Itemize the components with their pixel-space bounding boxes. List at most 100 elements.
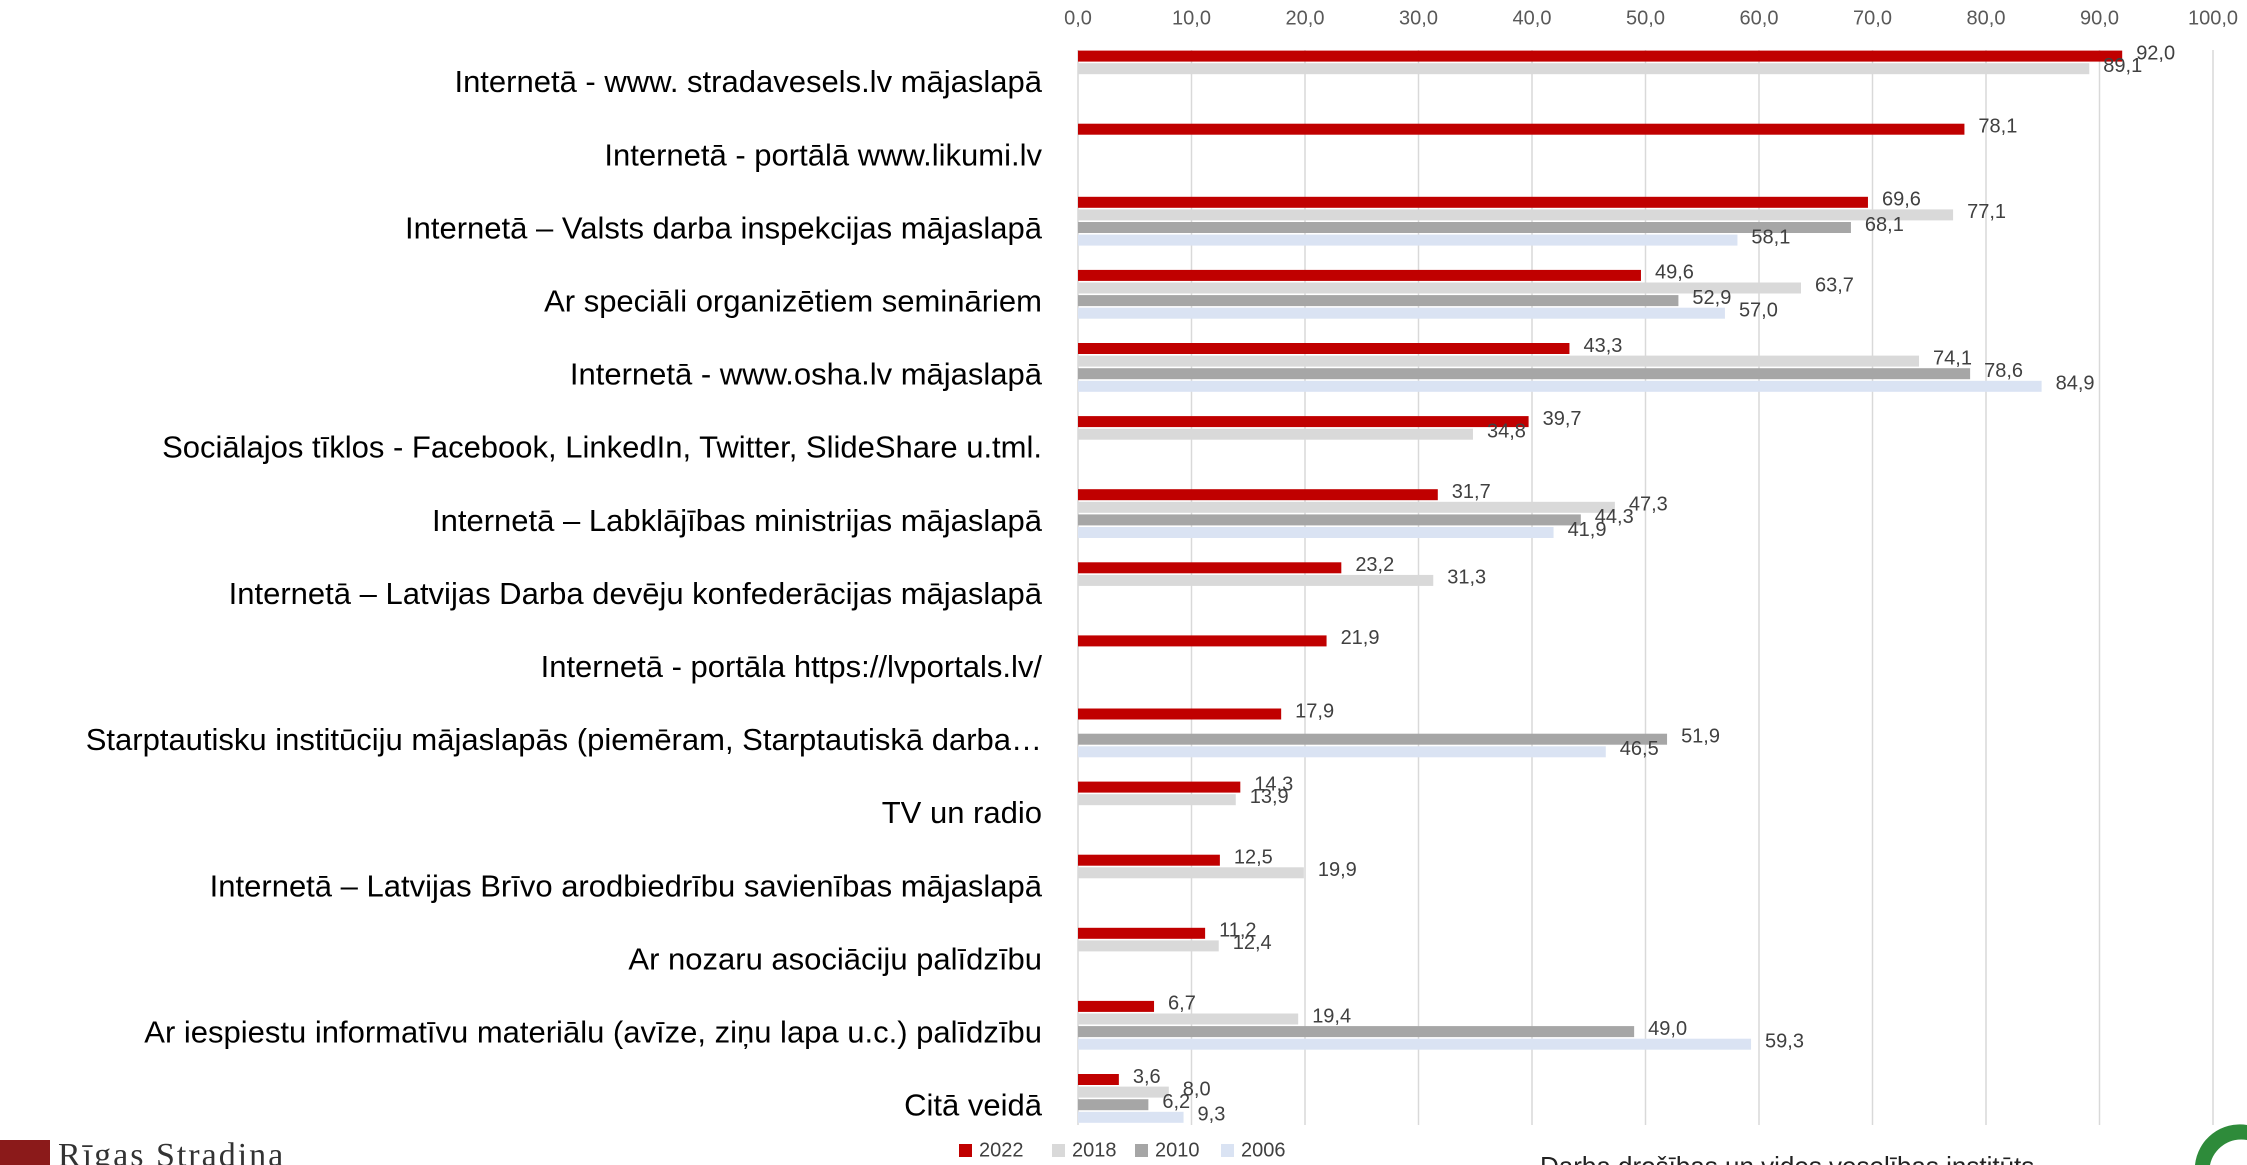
legend-label: 2006 (1241, 1139, 1286, 1161)
logo-right (2195, 1124, 2247, 1165)
bar (1078, 527, 1554, 538)
bar (1078, 428, 1473, 440)
bar (1078, 927, 1206, 939)
legend-swatch (1135, 1144, 1148, 1157)
value-label: 49,0 (1648, 1018, 1687, 1040)
value-label: 6,2 (1162, 1091, 1190, 1113)
bar (1078, 380, 2042, 392)
value-label: 19,9 (1318, 859, 1357, 881)
value-label: 44,3 (1595, 506, 1634, 528)
bar (1078, 295, 1679, 307)
value-label: 12,4 (1233, 932, 1272, 954)
x-tick-label: 90,0 (2080, 7, 2119, 29)
bar (1078, 196, 1868, 208)
footer-right: Darba drošības un vides veselības instit… (1540, 1151, 2034, 1165)
value-label: 23,2 (1355, 554, 1394, 576)
bar (1078, 63, 2090, 75)
x-tick-label: 0,0 (1064, 7, 1092, 29)
value-label: 14,3 (1254, 773, 1293, 795)
value-label: 9,3 (1198, 1104, 1226, 1126)
x-tick-label: 10,0 (1172, 7, 1211, 29)
value-label: 41,9 (1568, 519, 1607, 541)
value-label: 84,9 (2056, 373, 2095, 395)
bar (1078, 1099, 1149, 1111)
legend-label: 2010 (1155, 1139, 1200, 1161)
x-tick-label: 80,0 (1967, 7, 2006, 29)
logo-left (0, 1140, 50, 1165)
bar (1078, 1111, 1184, 1123)
category-label: Ar speciāli organizētiem semināriem (544, 283, 1042, 318)
category-label: Ar nozaru asociāciju palīdzību (628, 941, 1042, 976)
value-label: 17,9 (1295, 700, 1334, 722)
bar (1078, 209, 1954, 221)
bar (1078, 574, 1434, 586)
x-tick-label: 20,0 (1286, 7, 1325, 29)
bar (1078, 416, 1529, 428)
category-label: Ar iespiestu informatīvu materiālu (avīz… (144, 1014, 1042, 1049)
category-label: Internetā – Labklājības ministrijas māja… (432, 503, 1043, 538)
value-label: 47,3 (1629, 494, 1668, 516)
bar (1078, 867, 1304, 879)
bar (1078, 514, 1581, 526)
legend-swatch (959, 1144, 972, 1157)
x-tick-label: 100,0 (2188, 7, 2238, 29)
value-label: 77,1 (1967, 201, 2006, 223)
bar (1078, 635, 1327, 647)
footer-left: Rīgas Stradiņa (58, 1137, 285, 1165)
category-label: Internetā - portāla https://lvportals.lv… (541, 649, 1043, 684)
value-label: 63,7 (1815, 274, 1854, 296)
bar (1078, 282, 1801, 294)
bar (1078, 562, 1342, 574)
value-label: 68,1 (1865, 214, 1904, 236)
bar (1078, 1038, 1752, 1050)
value-label: 57,0 (1739, 299, 1778, 321)
value-label: 39,7 (1543, 408, 1582, 430)
value-label: 51,9 (1681, 725, 1720, 747)
category-label: Internetā – Valsts darba inspekcijas māj… (405, 210, 1043, 245)
bar (1078, 368, 1971, 380)
bar (1078, 50, 2123, 62)
value-label: 12,5 (1234, 846, 1273, 868)
bar (1078, 355, 1920, 367)
bar (1078, 343, 1570, 354)
value-label: 92,0 (2136, 42, 2175, 64)
bar (1078, 501, 1615, 513)
bar (1078, 940, 1219, 952)
value-label: 58,1 (1751, 226, 1790, 248)
value-label: 52,9 (1692, 287, 1731, 309)
bar (1078, 269, 1641, 281)
category-label: Starptautisku institūciju mājaslapās (pi… (86, 722, 1042, 757)
bar (1078, 781, 1241, 793)
value-label: 3,6 (1133, 1066, 1161, 1088)
value-label: 31,7 (1452, 481, 1491, 503)
x-tick-label: 50,0 (1626, 7, 1665, 29)
value-label: 21,9 (1341, 627, 1380, 649)
category-label: Sociālajos tīklos - Facebook, LinkedIn, … (162, 430, 1042, 465)
bar (1078, 1074, 1119, 1085)
value-label: 49,6 (1655, 262, 1694, 284)
value-label: 31,3 (1447, 567, 1486, 589)
bar (1078, 1086, 1169, 1098)
category-label: TV un radio (882, 795, 1042, 830)
value-label: 59,3 (1765, 1030, 1804, 1052)
value-label: 78,6 (1984, 360, 2023, 382)
bar (1078, 234, 1738, 246)
bar (1078, 708, 1282, 720)
category-label: Internetā - www. stradavesels.lv mājasla… (454, 64, 1042, 99)
value-label: 74,1 (1933, 347, 1972, 369)
value-label: 8,0 (1183, 1078, 1211, 1100)
legend-label: 2022 (979, 1139, 1024, 1161)
value-label: 19,4 (1312, 1005, 1351, 1027)
value-label: 89,1 (2103, 55, 2142, 77)
bar (1078, 1000, 1155, 1012)
value-label: 34,8 (1487, 420, 1526, 442)
x-tick-label: 40,0 (1513, 7, 1552, 29)
bar (1078, 307, 1725, 319)
bar (1078, 854, 1220, 866)
value-label: 11,2 (1219, 920, 1256, 942)
legend-swatch (1052, 1144, 1065, 1157)
value-label: 78,1 (1978, 115, 2017, 137)
category-label: Internetā – Latvijas Darba devēju konfed… (229, 576, 1043, 611)
value-label: 69,6 (1882, 189, 1921, 211)
